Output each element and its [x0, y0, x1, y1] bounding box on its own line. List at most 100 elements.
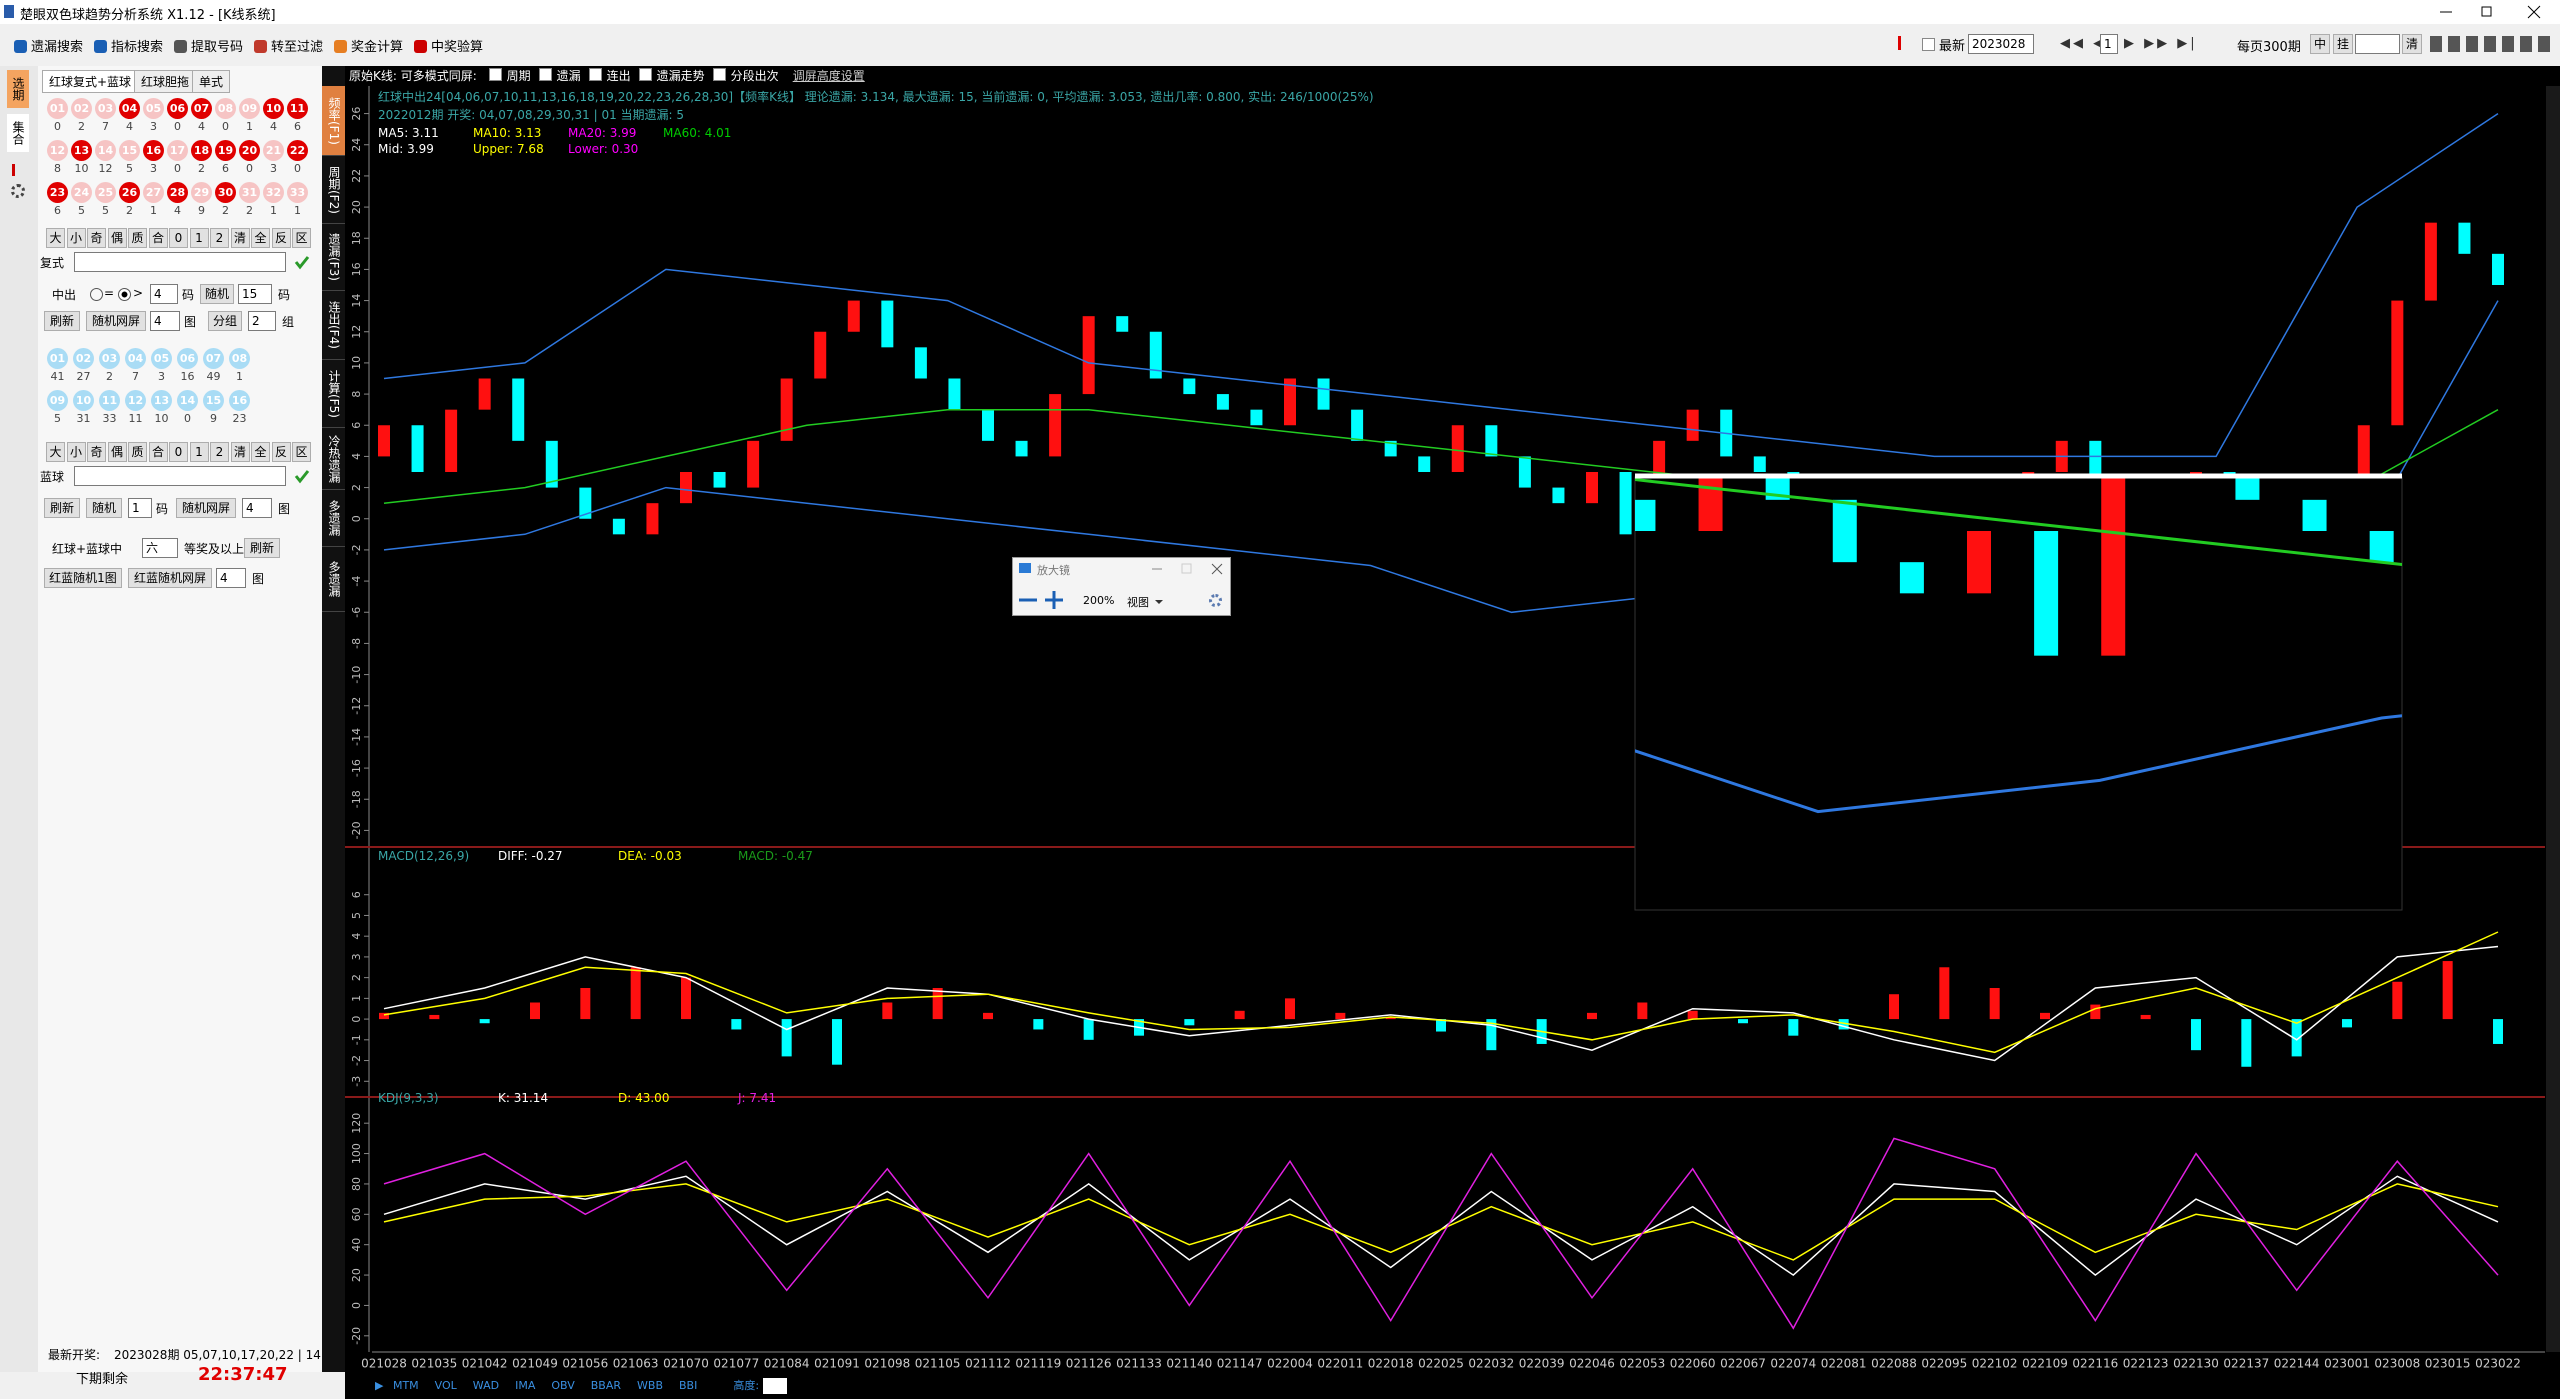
mode-option[interactable]: 遗漏 — [531, 68, 581, 83]
nav-arrows[interactable]: ▶ ▶▶ ▶| — [2124, 36, 2198, 51]
filter-button[interactable]: 质 — [128, 442, 147, 462]
blue-ball[interactable]: 12 — [125, 390, 146, 411]
period-select[interactable]: 2023028 — [1968, 34, 2034, 54]
toolbar-button[interactable]: 中奖验算 — [414, 36, 483, 55]
filter-button[interactable]: 2 — [210, 228, 229, 248]
red-ball[interactable]: 21 — [263, 140, 284, 161]
red-blue-input[interactable]: 4 — [216, 568, 246, 588]
filter-button[interactable]: 反 — [271, 228, 291, 248]
red-ball[interactable]: 24 — [71, 182, 92, 203]
filter-button[interactable]: 质 — [128, 228, 147, 248]
settings-icon[interactable] — [1209, 594, 1222, 607]
view-menu[interactable]: 视图 — [1127, 596, 1149, 609]
radio[interactable] — [118, 288, 131, 301]
zhongchu-input[interactable]: 4 — [150, 284, 178, 304]
magnifier-window[interactable]: 放大镜 200% 视图 — [1012, 557, 1231, 616]
red-ball[interactable]: 19 — [215, 140, 236, 161]
red-ball[interactable]: 31 — [239, 182, 260, 203]
filter-button[interactable]: 偶 — [107, 442, 127, 462]
nav-icon[interactable] — [1898, 36, 1915, 50]
window-controls[interactable] — [1148, 560, 1228, 578]
blue-ball[interactable]: 09 — [47, 390, 68, 411]
nav-arrows[interactable]: ◀◀ ◀ — [2060, 36, 2107, 51]
chart-tab[interactable]: 多遗漏 — [322, 490, 345, 547]
side-tab[interactable]: 集合 — [7, 114, 29, 152]
filter-button[interactable]: 小 — [66, 228, 86, 248]
scroll-arrow[interactable]: ▶ — [375, 1379, 384, 1392]
view-icons[interactable] — [2430, 36, 2550, 52]
filter-button[interactable]: 偶 — [107, 228, 127, 248]
blue-random-input[interactable]: 1 — [128, 498, 152, 518]
filter-button[interactable]: 合 — [148, 442, 168, 462]
group-button[interactable]: 分组 — [208, 311, 242, 331]
red-ball[interactable]: 32 — [263, 182, 284, 203]
indicator-tab[interactable]: WAD — [472, 1379, 500, 1392]
radio[interactable] — [90, 288, 103, 301]
side-tab[interactable]: 选期 — [7, 70, 29, 108]
mode-option[interactable]: 周期 — [481, 68, 531, 83]
red-ball[interactable]: 03 — [95, 98, 116, 119]
red-ball[interactable]: 09 — [239, 98, 260, 119]
filter-button[interactable]: 小 — [66, 442, 86, 462]
side-icon[interactable] — [12, 164, 27, 176]
blue-ball[interactable]: 07 — [203, 348, 224, 369]
chart-tab[interactable]: 冷热遗漏 — [322, 428, 345, 490]
filter-button[interactable]: 全 — [251, 228, 270, 248]
chart-tab[interactable]: 多遗漏 — [322, 547, 345, 612]
random-button[interactable]: 随机 — [200, 284, 234, 304]
mode-option[interactable]: 遗漏走势 — [631, 68, 705, 83]
filter-button[interactable]: 清 — [230, 442, 250, 462]
blue-ball[interactable]: 01 — [47, 348, 68, 369]
filter-button[interactable]: 大 — [46, 442, 65, 462]
red-ball[interactable]: 10 — [263, 98, 284, 119]
filter-button[interactable]: 区 — [292, 228, 311, 248]
filter-button[interactable]: 0 — [169, 228, 188, 248]
filter-button[interactable]: 1 — [189, 442, 209, 462]
red-ball[interactable]: 04 — [119, 98, 140, 119]
toolbar-button[interactable]: 转至过滤 — [254, 36, 323, 55]
toolbar-button[interactable]: 奖金计算 — [334, 36, 403, 55]
random-screen-button[interactable]: 随机网屏 — [86, 311, 146, 331]
refresh-button[interactable]: 刷新 — [44, 311, 80, 331]
filter-button[interactable]: 反 — [271, 442, 291, 462]
red-ball[interactable]: 17 — [167, 140, 188, 161]
zoom-controls[interactable] — [1017, 590, 1077, 610]
red-ball[interactable]: 12 — [47, 140, 68, 161]
filter-button[interactable]: 2 — [210, 442, 229, 462]
filter-button[interactable]: 奇 — [87, 228, 106, 248]
red-ball[interactable]: 25 — [95, 182, 116, 203]
mode-option[interactable]: 分段出次 — [705, 68, 779, 83]
filter-button[interactable]: 区 — [292, 442, 311, 462]
red-blue-random-button[interactable]: 红蓝随机1图 — [44, 568, 122, 588]
filter-button[interactable]: 奇 — [87, 442, 106, 462]
red-ball[interactable]: 23 — [47, 182, 68, 203]
refresh-button[interactable]: 刷新 — [244, 538, 280, 558]
indicator-tab[interactable]: MTM — [392, 1379, 419, 1392]
red-ball[interactable]: 22 — [287, 140, 308, 161]
filter-button[interactable]: 合 — [148, 228, 168, 248]
red-ball[interactable]: 05 — [143, 98, 164, 119]
chart-tab[interactable]: 连出(F4) — [322, 291, 345, 360]
blue-input[interactable] — [74, 466, 286, 486]
filter-button[interactable]: 大 — [46, 228, 65, 248]
blue-ball[interactable]: 15 — [203, 390, 224, 411]
blue-ball[interactable]: 10 — [73, 390, 94, 411]
red-ball[interactable]: 02 — [71, 98, 92, 119]
red-ball[interactable]: 33 — [287, 182, 308, 203]
latest-checkbox[interactable]: 最新 — [1922, 35, 1965, 54]
random-screen-button[interactable]: 随机网屏 — [176, 498, 236, 518]
hang-button[interactable]: 挂 — [2333, 34, 2353, 54]
fushi-input[interactable] — [74, 252, 286, 272]
blue-ball[interactable]: 16 — [229, 390, 250, 411]
red-ball[interactable]: 20 — [239, 140, 260, 161]
red-ball[interactable]: 28 — [167, 182, 188, 203]
screen-input[interactable]: 4 — [150, 311, 180, 331]
search-input[interactable] — [2355, 34, 2400, 54]
indicator-tab[interactable]: VOL — [434, 1379, 457, 1392]
red-ball[interactable]: 01 — [47, 98, 68, 119]
height-input[interactable] — [763, 1378, 788, 1394]
blue-ball[interactable]: 02 — [73, 348, 94, 369]
red-ball[interactable]: 08 — [215, 98, 236, 119]
blue-ball[interactable]: 04 — [125, 348, 146, 369]
screen-input[interactable]: 4 — [242, 498, 272, 518]
